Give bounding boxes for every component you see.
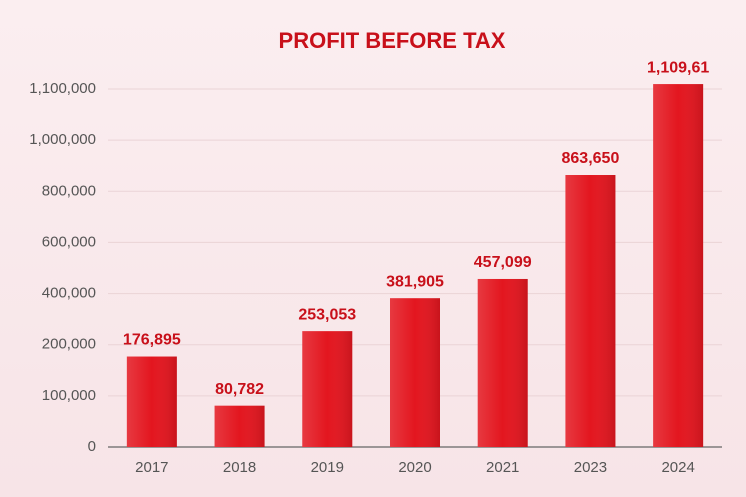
y-tick-label: 600,000 <box>42 233 96 250</box>
value-label: 176,895 <box>123 332 181 349</box>
bar-shine <box>477 278 528 447</box>
x-tick-label: 2020 <box>398 459 431 476</box>
x-tick-label: 2021 <box>486 459 519 476</box>
y-tick-label: 100,000 <box>42 387 96 404</box>
x-tick-label: 2024 <box>661 459 694 476</box>
x-tick-label: 2023 <box>574 459 607 476</box>
y-tick-label: 200,000 <box>42 336 96 353</box>
y-tick-label: 1,000,000 <box>29 131 96 148</box>
bar-shine <box>302 331 353 447</box>
y-tick-label: 0 <box>88 438 96 455</box>
y-tick-label: 1,100,000 <box>29 80 96 97</box>
y-tick-label: 400,000 <box>42 285 96 302</box>
value-label: 80,782 <box>215 381 264 398</box>
value-label: 1,109,61 <box>647 59 709 76</box>
value-label: 253,053 <box>298 306 356 323</box>
value-label: 863,650 <box>562 150 620 167</box>
chart-title: PROFIT BEFORE TAX <box>279 28 506 53</box>
bar-shine <box>565 175 616 447</box>
x-tick-label: 2017 <box>135 459 168 476</box>
bar-shine <box>653 84 704 447</box>
bar-shine <box>214 405 265 447</box>
x-tick-label: 2018 <box>223 459 256 476</box>
x-tick-label: 2019 <box>311 459 344 476</box>
y-tick-label: 800,000 <box>42 182 96 199</box>
value-label: 457,099 <box>474 254 532 271</box>
bar-shine <box>126 356 177 447</box>
value-label: 381,905 <box>386 273 444 290</box>
bar-shine <box>390 298 440 447</box>
